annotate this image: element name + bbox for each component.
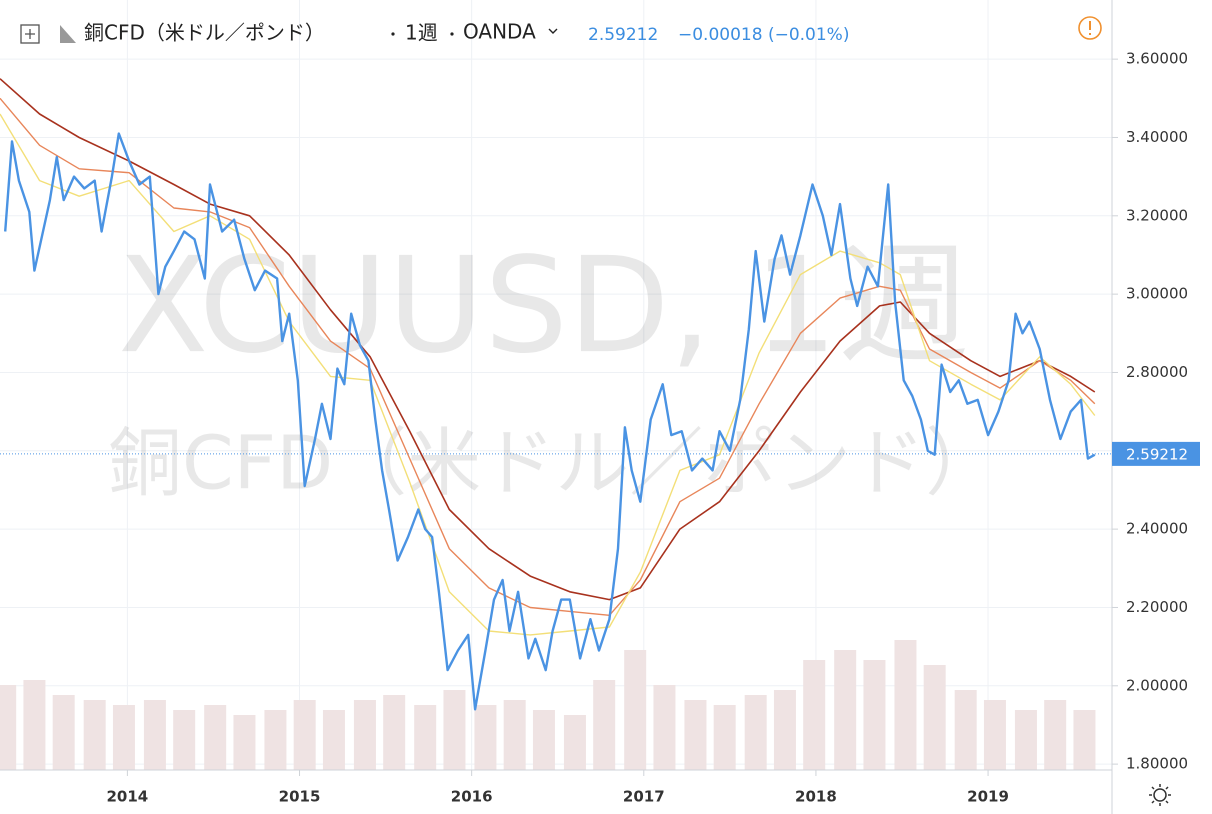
axes: 1.800002.000002.200002.400002.600002.800… — [107, 50, 1200, 806]
volume-bar — [744, 695, 767, 770]
volume-bar — [684, 700, 707, 770]
volume — [0, 640, 1096, 770]
volume-bar — [863, 660, 886, 770]
series-line — [0, 78, 1096, 601]
price-change: −0.00018 (−0.01%) — [678, 25, 849, 45]
y-tick-label: 2.20000 — [1126, 598, 1188, 616]
x-tick-label: 2015 — [279, 788, 321, 806]
volume-bar — [1073, 710, 1096, 770]
x-tick-label: 2019 — [967, 788, 1009, 806]
gear-teeth — [1149, 784, 1171, 806]
volume-bar — [353, 700, 376, 770]
volume-bar — [443, 690, 466, 770]
watermark-title: 銅CFD（米ドル／ポンド） — [108, 421, 999, 507]
volume-bar — [624, 650, 647, 770]
y-tick-label: 2.00000 — [1126, 676, 1188, 694]
gear — [1153, 788, 1167, 802]
separator-dot — [391, 32, 395, 36]
volume-bar — [954, 690, 977, 770]
x-tick-label: 2018 — [795, 788, 837, 806]
volume-bar — [264, 710, 287, 770]
volume-bar — [383, 695, 406, 770]
y-tick-label: 3.60000 — [1126, 50, 1188, 68]
y-tick-label: 2.40000 — [1126, 520, 1188, 538]
separator-dot — [450, 32, 454, 36]
series-line — [0, 113, 1096, 636]
plot-lines — [0, 78, 1112, 711]
volume-bar — [23, 680, 46, 770]
y-tick-label: 2.80000 — [1126, 363, 1188, 381]
volume-bar — [713, 705, 736, 770]
volume-bar — [474, 705, 497, 770]
last-price-box — [1112, 441, 1200, 466]
volume-bar — [532, 710, 555, 770]
series-line — [4, 132, 1096, 711]
volume-bar — [503, 700, 526, 770]
y-tick-label: 3.20000 — [1126, 206, 1188, 224]
x-tick-label: 2017 — [623, 788, 665, 806]
volume-bar — [834, 650, 857, 770]
last-price-label: 2.59212 — [1126, 445, 1188, 463]
warning-icon[interactable] — [1078, 16, 1102, 40]
source-caret[interactable] — [548, 28, 558, 34]
volume-bar — [0, 685, 17, 770]
symbol-icon — [60, 25, 76, 43]
last-price: 2.59212 — [588, 25, 658, 45]
volume-bar — [322, 710, 345, 770]
volume-bar — [563, 715, 586, 770]
series-line — [0, 97, 1096, 616]
volume-bar — [143, 700, 166, 770]
symbol-title: 銅CFD（米ドル／ポンド） — [84, 21, 325, 45]
settings-icon[interactable] — [1149, 784, 1171, 806]
volume-bar — [653, 685, 676, 770]
interval: 1週 — [405, 21, 438, 45]
grid — [0, 0, 1112, 770]
y-tick-label: 3.40000 — [1126, 128, 1188, 146]
volume-bar — [112, 705, 135, 770]
volume-bar — [894, 640, 917, 770]
volume-bar — [983, 700, 1006, 770]
volume-bar — [1044, 700, 1067, 770]
y-tick-label: 3.00000 — [1126, 285, 1188, 303]
volume-bar — [173, 710, 196, 770]
source[interactable]: OANDA — [463, 20, 536, 44]
volume-bar — [204, 705, 227, 770]
volume-bar — [293, 700, 316, 770]
volume-bar — [233, 715, 256, 770]
volume-bar — [1014, 710, 1037, 770]
collapse-icon-plus — [25, 29, 35, 39]
volume-bar — [803, 660, 826, 770]
volume-bar — [414, 705, 437, 770]
volume-bar — [773, 690, 796, 770]
volume-bar — [52, 695, 75, 770]
volume-bar — [593, 680, 616, 770]
x-tick-label: 2016 — [451, 788, 493, 806]
x-tick-label: 2014 — [107, 788, 149, 806]
collapse-icon[interactable] — [20, 24, 40, 44]
volume-bar — [923, 665, 946, 770]
y-tick-label: 1.80000 — [1126, 755, 1188, 773]
volume-bar — [83, 700, 106, 770]
